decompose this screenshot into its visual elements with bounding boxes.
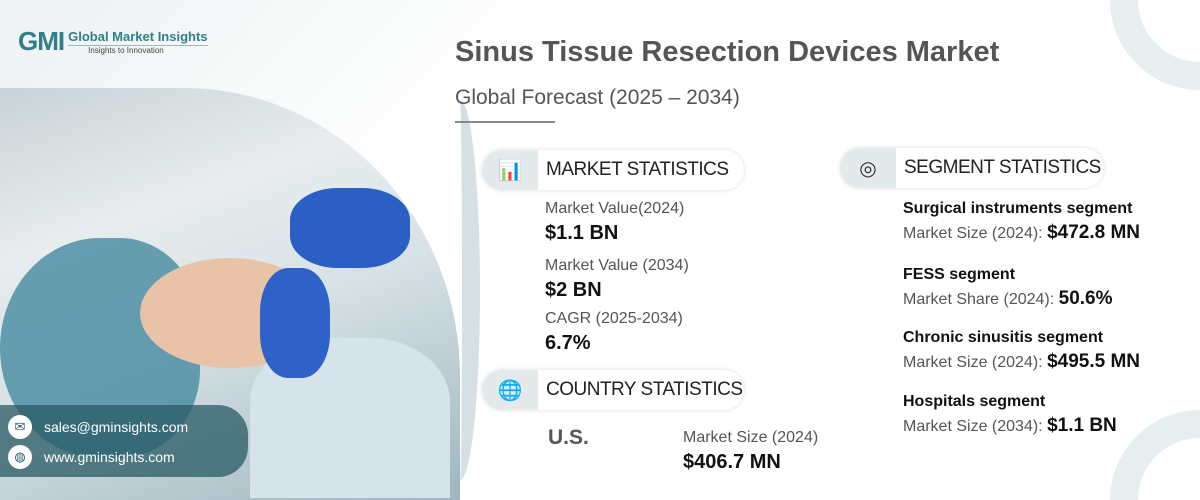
- segment-value: $472.8 MN: [1047, 222, 1141, 243]
- country-statistics-header: 🌐 COUNTRY STATISTICS: [482, 370, 744, 410]
- decorative-circle: [1110, 410, 1200, 500]
- website-link[interactable]: www.gminsights.com: [44, 449, 175, 465]
- logo-tagline: Insights to Innovation: [88, 45, 164, 55]
- logo-name: Global Market Insights: [68, 28, 208, 46]
- globe-icon: ◍: [8, 445, 32, 469]
- stat-value: 6.7%: [545, 332, 591, 354]
- segment-stat: Market Size (2034): $1.1 BN: [903, 415, 1117, 437]
- segment-stat: Market Size (2024): $472.8 MN: [903, 222, 1140, 244]
- section-heading: MARKET STATISTICS: [546, 159, 729, 180]
- divider: [455, 121, 555, 123]
- section-heading: SEGMENT STATISTICS: [904, 157, 1101, 178]
- stat-value: $1.1 BN: [545, 222, 619, 244]
- chart-globe-icon: 📊: [482, 150, 538, 190]
- segment-value: 50.6%: [1058, 288, 1113, 309]
- segment-label: Market Size (2024):: [903, 354, 1043, 371]
- decorative-circle: [1110, 0, 1200, 90]
- market-statistics-header: 📊 MARKET STATISTICS: [482, 150, 744, 190]
- stat-value: $2 BN: [545, 279, 602, 301]
- stat-label: Market Value (2034): [545, 257, 689, 274]
- segment-value: $495.5 MN: [1047, 351, 1141, 372]
- gmi-logo: GMI Global Market Insights Insights to I…: [18, 26, 208, 57]
- email-link[interactable]: sales@gminsights.com: [44, 419, 189, 435]
- page-subtitle: Global Forecast (2025 – 2034): [455, 86, 740, 109]
- page-title: Sinus Tissue Resection Devices Market: [455, 36, 1000, 68]
- globe-pin-icon: 🌐: [482, 370, 538, 410]
- segment-stat: Market Size (2024): $495.5 MN: [903, 351, 1140, 373]
- section-heading: COUNTRY STATISTICS: [546, 379, 743, 400]
- country-value: $406.7 MN: [683, 451, 781, 473]
- contact-box: ✉ sales@gminsights.com ◍ www.gminsights.co…: [0, 405, 248, 477]
- segment-label: Market Share (2024):: [903, 291, 1055, 308]
- segment-name: Surgical instruments segment: [903, 200, 1133, 217]
- segment-label: Market Size (2024):: [903, 225, 1043, 242]
- segment-name: Hospitals segment: [903, 393, 1046, 410]
- segment-name: Chronic sinusitis segment: [903, 329, 1104, 346]
- stat-label: Market Value(2024): [545, 200, 685, 217]
- decorative-arc: [440, 100, 480, 480]
- country-label: Market Size (2024): [683, 429, 819, 446]
- stat-label: CAGR (2025-2034): [545, 310, 683, 327]
- email-icon: ✉: [8, 415, 32, 439]
- segment-statistics-header: ◎ SEGMENT STATISTICS: [840, 148, 1104, 188]
- segment-value: $1.1 BN: [1047, 415, 1117, 436]
- segment-label: Market Size (2034):: [903, 418, 1043, 435]
- target-chart-icon: ◎: [840, 148, 896, 188]
- country-name: U.S.: [548, 426, 589, 449]
- segment-name: FESS segment: [903, 266, 1016, 283]
- logo-mark: GMI: [18, 26, 65, 56]
- segment-stat: Market Share (2024): 50.6%: [903, 288, 1113, 310]
